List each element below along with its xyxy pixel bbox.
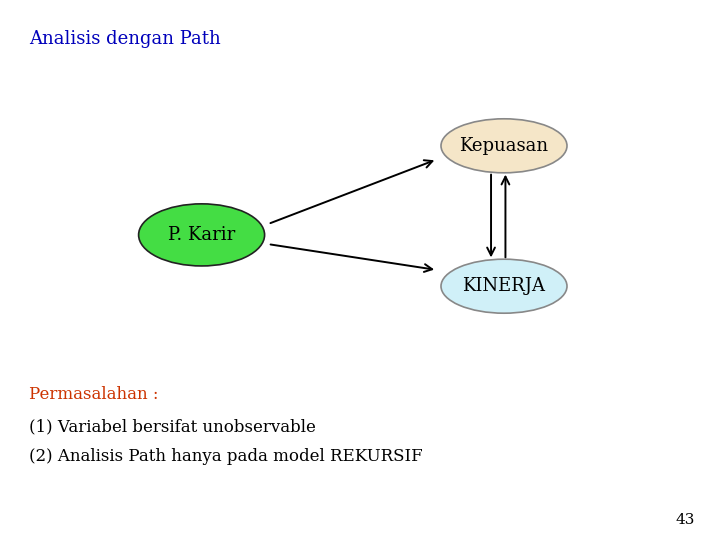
Ellipse shape — [441, 259, 567, 313]
Ellipse shape — [139, 204, 265, 266]
Text: (2) Analisis Path hanya pada model REKURSIF: (2) Analisis Path hanya pada model REKUR… — [29, 448, 423, 465]
Text: 43: 43 — [675, 512, 695, 526]
Text: Analisis dengan Path: Analisis dengan Path — [29, 30, 220, 48]
Text: (1) Variabel bersifat unobservable: (1) Variabel bersifat unobservable — [29, 418, 315, 435]
Text: Kepuasan: Kepuasan — [459, 137, 549, 155]
Text: Permasalahan :: Permasalahan : — [29, 386, 158, 403]
Text: KINERJA: KINERJA — [462, 277, 546, 295]
Text: P. Karir: P. Karir — [168, 226, 235, 244]
Ellipse shape — [441, 119, 567, 173]
